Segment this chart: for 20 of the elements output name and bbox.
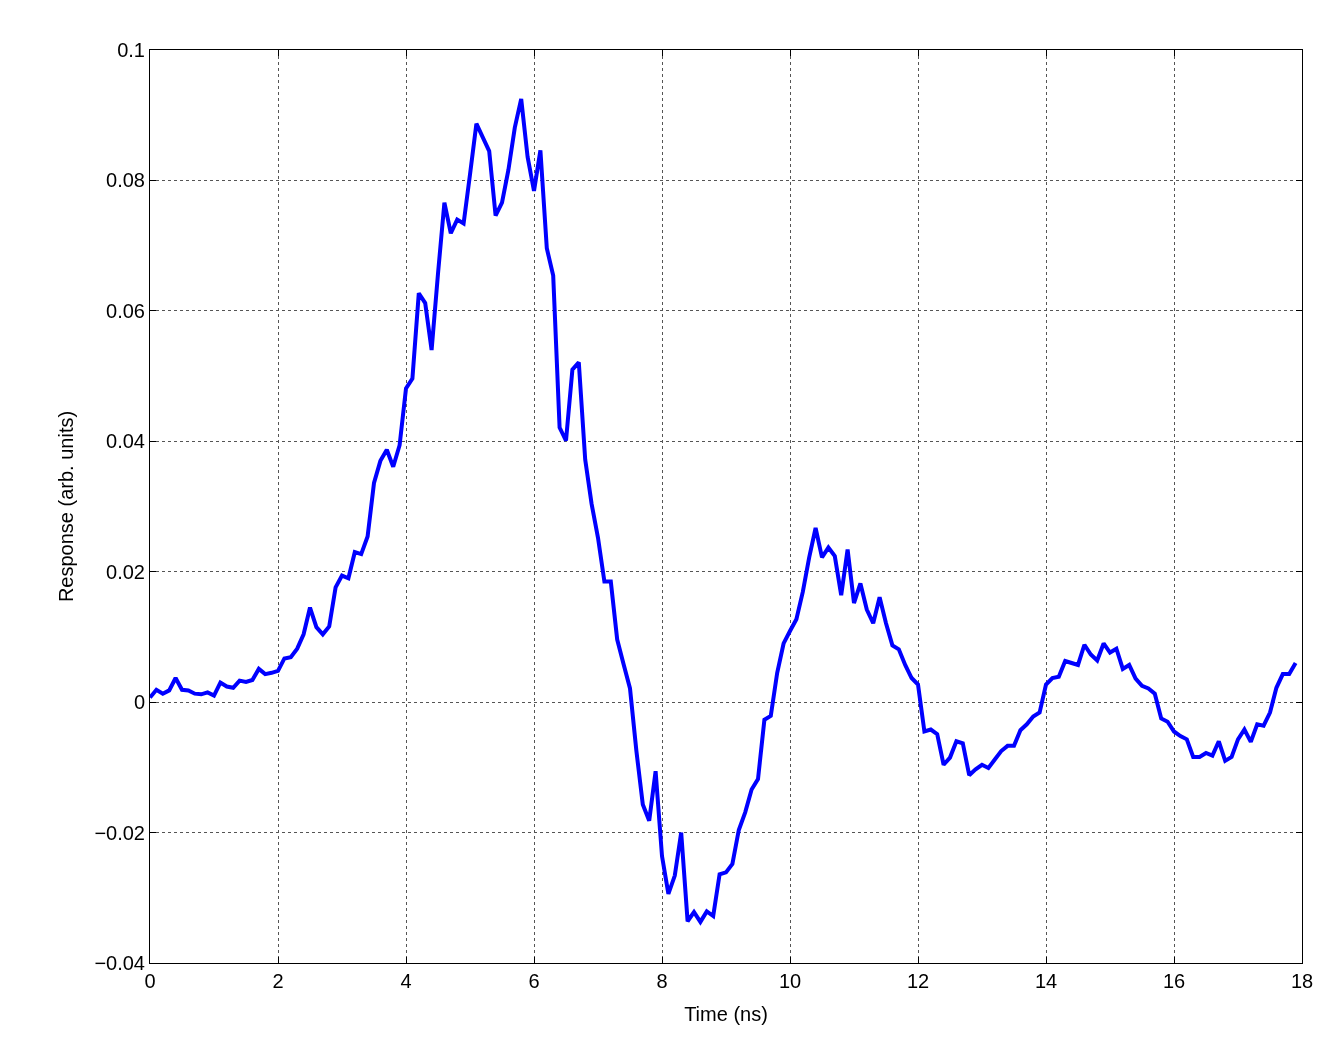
x-tick-label: 4 <box>400 970 412 992</box>
y-tick-label: 0.1 <box>117 39 145 61</box>
y-axis-title: Response (arb. units) <box>54 410 77 603</box>
x-axis-title: Time (ns) <box>684 1002 768 1025</box>
x-tick-label: 10 <box>778 970 802 992</box>
x-tick-label: 16 <box>1162 970 1186 992</box>
y-tick-label: 0 <box>133 691 145 714</box>
y-tick-label: −0.02 <box>94 821 145 844</box>
x-tick-label: 14 <box>1034 970 1058 992</box>
y-tick-label: 0.02 <box>106 560 145 583</box>
x-tick-label: 12 <box>906 970 930 992</box>
x-tick-label: 18 <box>1290 970 1314 992</box>
x-tick-label: 2 <box>272 970 284 992</box>
y-tick-label: 0.06 <box>106 299 145 322</box>
y-tick-label: 0.04 <box>106 430 145 453</box>
line-series <box>150 96 1298 924</box>
y-tick-label: −0.04 <box>94 952 145 974</box>
x-tick-label: 8 <box>656 970 668 992</box>
y-tick-label: 0.08 <box>106 169 145 192</box>
x-tick-label: 6 <box>528 970 540 992</box>
